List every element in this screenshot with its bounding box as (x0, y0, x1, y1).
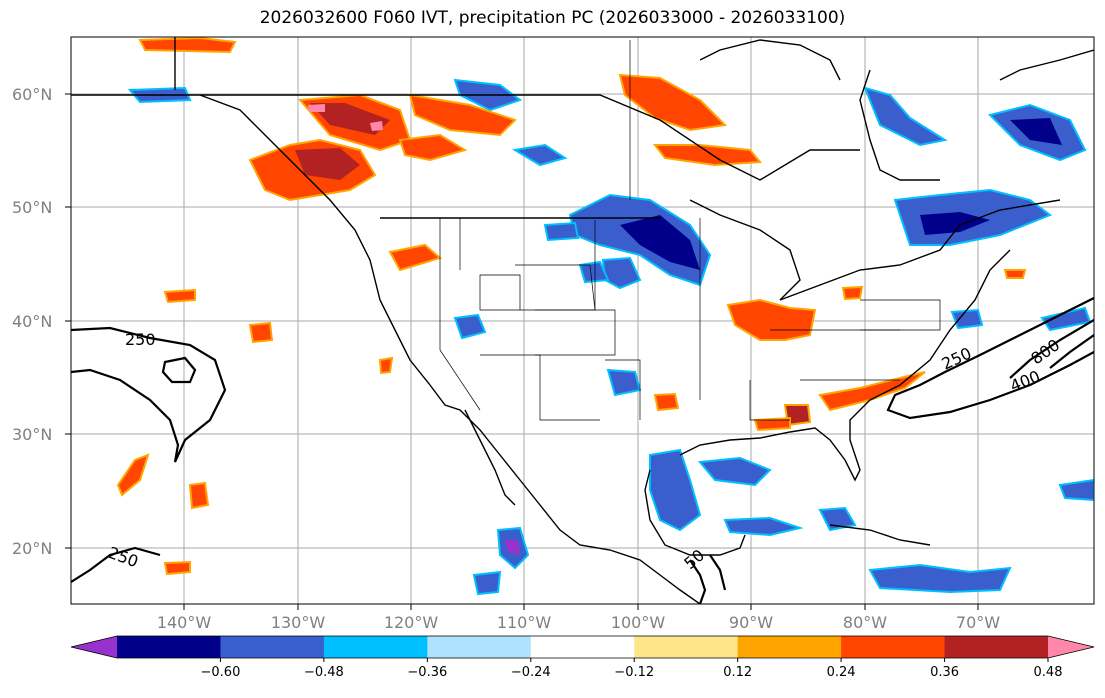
lat-label: 30°N (12, 425, 52, 444)
map-title: 2026032600 F060 IVT, precipitation PC (2… (259, 8, 846, 28)
longitude-axis: 140°W 130°W 120°W 110°W 100°W 90°W 80°W … (157, 604, 1000, 632)
contour-label: 50 (680, 545, 708, 573)
contour-label: 250 (939, 343, 975, 373)
colorbar-swatch (117, 636, 221, 658)
colorbar-tick-label: −0.60 (201, 665, 241, 680)
colorbar-tick-label: −0.36 (407, 665, 447, 680)
negative-anomaly-regions (127, 78, 1094, 596)
colorbar-swatch (944, 636, 1049, 658)
colorbar-extend-high (1048, 636, 1094, 658)
lon-label: 70°W (956, 613, 1000, 632)
colorbar-tick-label: −0.48 (304, 665, 344, 680)
colorbar-tick-label: −0.12 (614, 665, 654, 680)
ivt-contours (71, 297, 1094, 604)
colorbar-tick-label: 0.36 (930, 665, 959, 680)
colorbar-swatch (841, 636, 946, 658)
lon-label: 80°W (843, 613, 887, 632)
colorbar-tick-label: −0.24 (511, 665, 551, 680)
map-plot-area: 250 250 250 400 800 50 (71, 37, 1094, 604)
colorbar-tick-label: 0.24 (827, 665, 856, 680)
colorbar-swatch (323, 636, 428, 658)
latitude-axis: 60°N 50°N 40°N 30°N 20°N (12, 85, 71, 558)
positive-anomaly-regions (116, 37, 1027, 576)
lat-label: 40°N (12, 312, 52, 331)
lat-label: 60°N (12, 85, 52, 104)
colorbar-swatch (634, 636, 739, 658)
colorbar-swatch (530, 636, 635, 658)
colorbar: −0.60 −0.48 −0.36 −0.24 −0.12 0.12 0.24 0.36 0.4… (70, 635, 1095, 680)
lon-label: 120°W (384, 613, 439, 632)
colorbar-tick-label: 0.12 (723, 665, 752, 680)
colorbar-swatch (427, 636, 532, 658)
contour-label: 250 (125, 330, 156, 349)
colorbar-extend-low (71, 636, 117, 658)
lon-label: 100°W (611, 613, 666, 632)
lat-label: 20°N (12, 539, 52, 558)
colorbar-outline (70, 635, 1095, 659)
state-borders (439, 40, 941, 421)
contour-label-group: 250 250 250 400 800 50 (106, 330, 1064, 573)
lat-label: 50°N (12, 198, 52, 217)
lon-label: 140°W (157, 613, 212, 632)
lon-label: 130°W (271, 613, 326, 632)
colorbar-swatch (220, 636, 325, 658)
colorbar-tick-label: 0.48 (1034, 665, 1063, 680)
lon-label: 90°W (729, 613, 773, 632)
graticule (71, 37, 1094, 604)
colorbar-swatch (737, 636, 842, 658)
contour-label: 400 (1007, 367, 1042, 396)
lon-label: 110°W (497, 613, 552, 632)
